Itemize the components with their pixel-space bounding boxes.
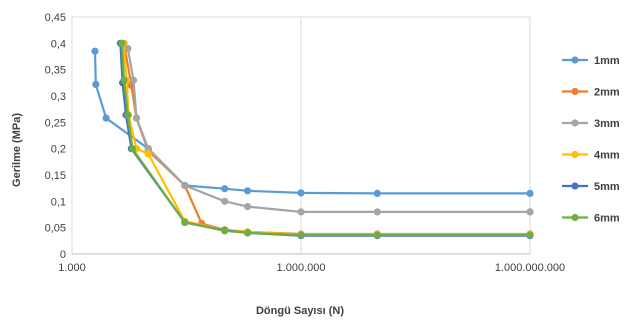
y-tick-label: 0,25 [45,117,66,129]
series-1mm [91,47,534,197]
series-line-2mm [122,43,530,236]
series-line-6mm [120,43,530,237]
legend-marker [571,87,579,96]
data-point [91,47,99,55]
data-point [526,189,534,197]
series-group [91,39,534,240]
y-tick-label: 0,2 [51,144,66,156]
data-point [144,145,152,153]
legend-entry-2mm: 2mm [562,87,620,99]
data-point [297,208,305,216]
data-point [221,185,229,193]
legend-entry-1mm: 1mm [562,55,620,67]
y-axis-label: Gerilme (MPa) [11,113,23,187]
data-point [181,218,189,226]
y-tick-label: 0,4 [51,38,66,50]
y-tick-label: 0,05 [45,223,66,235]
data-point [132,114,141,122]
series-line-5mm [119,43,530,237]
data-point [118,39,126,47]
grid-lines [71,16,531,255]
axes: 1.000 1.000.000 1.000.000.000 0 0,05 0,1 0,15 0… [45,12,566,274]
data-point [221,197,229,205]
legend: 1mm 2mm 3mm 4mm 5mm 6mm [562,55,620,225]
data-point [124,111,132,119]
series-6mm [118,39,534,239]
data-point [128,145,137,153]
data-point [129,76,138,84]
data-point [181,181,189,190]
legend-marker [571,119,579,127]
data-point [373,189,381,197]
data-point [120,76,128,84]
data-point [373,231,381,239]
legend-entry-3mm: 3mm [562,118,620,130]
data-point [124,45,132,53]
legend-label: 1mm [594,55,620,67]
x-tick-label: 1.000 [58,262,86,274]
legend-label: 6mm [594,213,620,225]
y-tick-label: 0,1 [51,196,66,208]
legend-marker [571,213,579,222]
data-point [102,114,110,122]
series-line-4mm [122,43,530,236]
y-tick-label: 0,45 [45,12,66,24]
legend-label: 4mm [594,150,620,162]
legend-marker [571,150,579,159]
data-point [244,187,252,195]
data-point [221,227,229,235]
legend-label: 3mm [594,118,620,130]
data-point [92,80,100,88]
legend-entry-5mm: 5mm [562,181,620,193]
y-tick-label: 0 [60,249,66,261]
legend-marker [571,56,579,64]
data-point [526,208,534,216]
x-tick-label: 1.000.000 [277,262,326,274]
y-tick-label: 0,35 [45,65,66,77]
legend-label: 2mm [594,87,620,99]
data-point [144,150,152,158]
data-point [297,189,305,197]
legend-entry-6mm: 6mm [562,213,620,225]
data-point [526,231,534,239]
data-point [244,229,252,237]
legend-label: 5mm [594,181,620,193]
series-4mm [119,39,534,239]
data-point [373,208,381,216]
y-tick-label: 0,15 [45,170,66,182]
y-tick-label: 0,3 [51,91,66,103]
legend-marker [571,182,579,190]
series-line-1mm [93,51,530,195]
legend-entry-4mm: 4mm [562,150,620,162]
series-line-3mm [126,48,530,213]
x-tick-label: 1.000.000.000 [495,262,565,274]
series-3mm [124,45,534,216]
x-axis-label: Döngü Sayısı (N) [256,305,344,317]
series-2mm [120,39,534,238]
data-point [297,231,305,239]
data-point [244,203,252,211]
